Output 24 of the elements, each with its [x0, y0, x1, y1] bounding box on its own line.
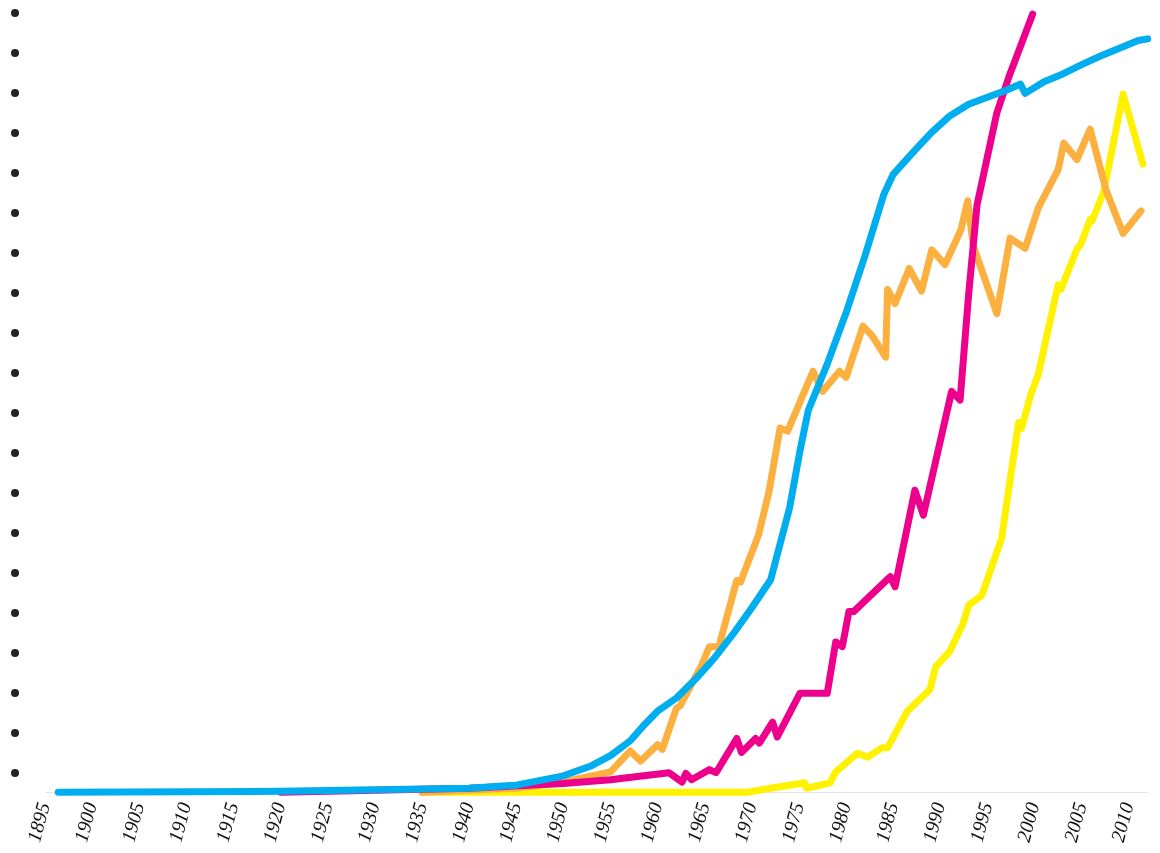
x-tick-label: 1935: [399, 799, 431, 845]
x-tick-label: 1910: [163, 799, 196, 845]
x-tick-label: 2000: [1011, 799, 1044, 845]
x-tick-label: 1930: [352, 799, 384, 845]
x-tick-label: 1985: [870, 799, 903, 845]
x-tick-label: 1920: [257, 799, 290, 845]
x-tick-label: 1990: [917, 799, 950, 845]
x-tick-label: 1940: [446, 799, 479, 845]
x-tick-label: 1895: [22, 799, 54, 845]
x-tick-label: 1980: [823, 799, 855, 845]
x-tick-label: 1945: [493, 799, 526, 845]
x-tick-label: 1950: [540, 799, 573, 845]
x-tick-label: 1965: [682, 799, 714, 845]
x-tick-label: 1955: [587, 799, 620, 845]
x-tick-label: 1960: [634, 799, 667, 845]
x-tick-label: 1925: [305, 799, 337, 845]
x-tick-label: 1975: [776, 799, 808, 845]
x-tick-label: 1905: [116, 799, 149, 845]
x-tick-label: 1915: [210, 799, 243, 845]
x-tick-label: 1995: [964, 799, 997, 845]
x-tick-label: 1900: [69, 799, 102, 845]
x-tick-label: 2010: [1106, 799, 1138, 845]
x-tick-label: 2005: [1059, 799, 1091, 845]
x-tick-label: 1970: [729, 799, 761, 845]
